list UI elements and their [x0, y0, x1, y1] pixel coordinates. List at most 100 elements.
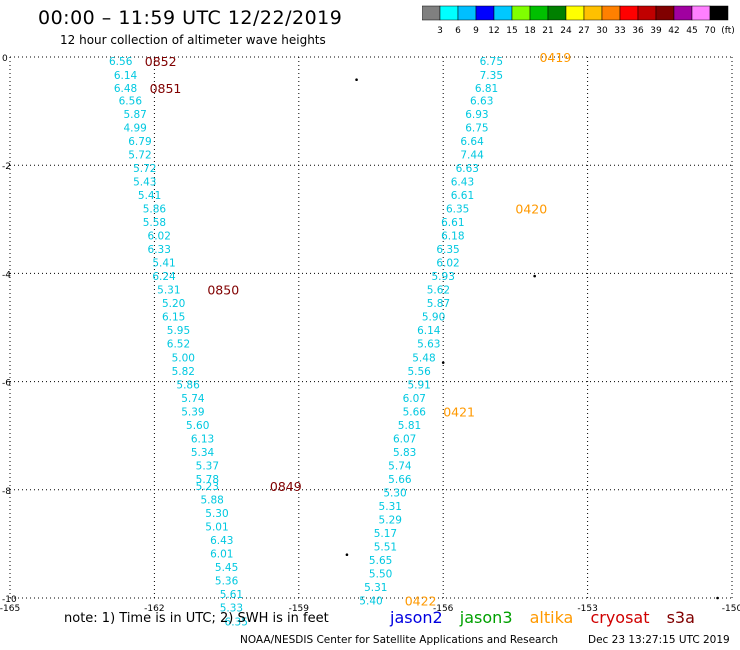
- swh-value-cryosat: 5.86: [143, 203, 167, 215]
- swh-value-altika: 5.90: [422, 312, 445, 324]
- x-tick-label: -165: [0, 604, 20, 614]
- island-mark: [441, 361, 445, 364]
- pass-time-label: 0849: [270, 479, 302, 494]
- colorbar-label: 9: [473, 26, 479, 36]
- chart-subtitle: 12 hour collection of altimeter wave hei…: [60, 33, 326, 47]
- swh-value-cryosat: 5.72: [128, 149, 151, 161]
- legend-s3a: s3a: [666, 608, 695, 627]
- swh-value-altika: 5.63: [417, 339, 440, 351]
- pass-time-label: 0422: [405, 594, 437, 609]
- x-tick-label: -159: [289, 604, 310, 614]
- pass-time-label: 0850: [207, 283, 239, 298]
- y-tick-label: -8: [2, 487, 11, 497]
- satellite-legend: jason2 jason3 altika cryosat s3a: [390, 608, 707, 627]
- swh-value-altika: 5.48: [412, 352, 435, 364]
- colorbar-label: 15: [506, 26, 517, 36]
- swh-value-cryosat: 5.34: [191, 447, 215, 459]
- swh-value-cryosat: 5.72: [133, 163, 156, 175]
- swh-value-altika: 6.63: [456, 163, 479, 175]
- swh-value-altika: 5.62: [427, 285, 450, 297]
- swh-value-cryosat: 5.00: [172, 352, 195, 364]
- pass-time-label: 0852: [145, 54, 177, 69]
- swh-value-cryosat: 5.36: [215, 576, 239, 588]
- pass-time-label: 0851: [150, 81, 182, 96]
- swh-value-altika: 5.17: [374, 528, 397, 540]
- colorbar-label: 21: [542, 26, 553, 36]
- legend-jason2: jason2: [390, 608, 443, 627]
- swh-value-altika: 6.61: [451, 190, 474, 202]
- swh-value-altika: 6.07: [403, 393, 426, 405]
- swh-value-altika: 5.81: [398, 420, 421, 432]
- colorbar-label: 18: [524, 26, 536, 36]
- legend-altika: altika: [529, 608, 574, 627]
- swh-value-cryosat: 5.23: [196, 481, 219, 493]
- y-tick-label: -10: [2, 595, 17, 605]
- swh-value-cryosat: 6.79: [128, 136, 151, 148]
- colorbar-label: 3: [437, 26, 443, 36]
- swh-value-altika: 7.44: [460, 149, 484, 161]
- colorbar-label: 30: [596, 26, 608, 36]
- colorbar-label: 24: [560, 26, 572, 36]
- island-mark: [533, 274, 536, 278]
- swh-value-cryosat: 6.02: [148, 231, 171, 243]
- legend-cryosat: cryosat: [590, 608, 650, 627]
- y-tick-label: -6: [2, 379, 11, 389]
- swh-value-altika: 5.50: [369, 569, 392, 581]
- pass-time-label: 0419: [539, 50, 571, 65]
- credit-line: NOAA/NESDIS Center for Satellite Applica…: [240, 634, 730, 646]
- colorbar-label: 39: [650, 26, 662, 36]
- y-tick-label: 0: [2, 54, 8, 64]
- swh-value-cryosat: 5.43: [133, 176, 156, 188]
- colorbar-label: 70: [704, 26, 716, 36]
- swh-value-cryosat: 5.39: [181, 406, 204, 418]
- swh-value-altika: 6.75: [465, 122, 488, 134]
- island-mark: [716, 596, 719, 600]
- colorbar: 3 6 9 12 15 18 21 24 27 30 33 36 39 42 45 70 (ft): [422, 5, 734, 36]
- colorbar-label: 12: [488, 26, 499, 36]
- y-tick-label: -2: [2, 162, 11, 172]
- swh-value-altika: 5.91: [407, 379, 430, 391]
- swh-value-cryosat: 4.99: [123, 122, 146, 134]
- swh-value-cryosat: 5.30: [205, 508, 228, 520]
- pass-time-label: 0421: [443, 404, 475, 419]
- swh-value-cryosat: 5.31: [157, 285, 180, 297]
- swh-value-altika: 5.31: [364, 582, 387, 594]
- swh-value-altika: 5.40: [359, 596, 382, 608]
- swh-value-cryosat: 6.13: [191, 433, 214, 445]
- swh-value-altika: 6.18: [441, 231, 464, 243]
- x-tick-label: -150: [722, 604, 740, 614]
- swh-value-altika: 6.43: [451, 176, 474, 188]
- swh-value-altika: 6.61: [441, 217, 464, 229]
- swh-value-cryosat: 6.35: [225, 616, 248, 628]
- swh-value-cryosat: 6.52: [167, 339, 190, 351]
- swh-value-cryosat: 6.33: [148, 244, 171, 256]
- swh-value-cryosat: 5.41: [152, 258, 175, 270]
- swh-value-altika: 5.74: [388, 460, 412, 472]
- colorbar-label: (ft): [721, 26, 734, 36]
- swh-value-cryosat: 5.20: [162, 298, 185, 310]
- swh-value-cryosat: 6.14: [114, 70, 138, 82]
- pass-time-label: 0420: [515, 201, 547, 216]
- legend-jason3: jason3: [459, 608, 513, 627]
- swh-value-altika: 5.51: [374, 542, 397, 554]
- x-tick-label: -153: [577, 604, 597, 614]
- units-note: note: 1) Time is in UTC; 2) SWH is in fe…: [64, 611, 329, 626]
- swh-value-altika: 6.07: [393, 433, 416, 445]
- colorbar-label: 42: [668, 26, 679, 36]
- swh-value-cryosat: 5.61: [220, 589, 243, 601]
- swh-value-cryosat: 6.15: [162, 312, 185, 324]
- swh-value-altika: 6.02: [436, 258, 459, 270]
- swh-value-cryosat: 5.58: [143, 217, 166, 229]
- swh-value-altika: 6.93: [465, 109, 488, 121]
- swh-value-cryosat: 5.37: [196, 460, 219, 472]
- colorbar-label: 36: [632, 26, 644, 36]
- swh-value-cryosat: 5.74: [181, 393, 205, 405]
- swh-value-cryosat: 5.88: [200, 495, 223, 507]
- x-tick-label: -162: [144, 604, 164, 614]
- swh-value-cryosat: 5.86: [176, 379, 200, 391]
- swh-value-altika: 5.29: [379, 515, 402, 527]
- swh-value-cryosat: 5.95: [167, 325, 190, 337]
- swh-value-cryosat: 5.60: [186, 420, 209, 432]
- swh-value-cryosat: 6.01: [210, 549, 233, 561]
- colorbar-swatch: [709, 5, 729, 21]
